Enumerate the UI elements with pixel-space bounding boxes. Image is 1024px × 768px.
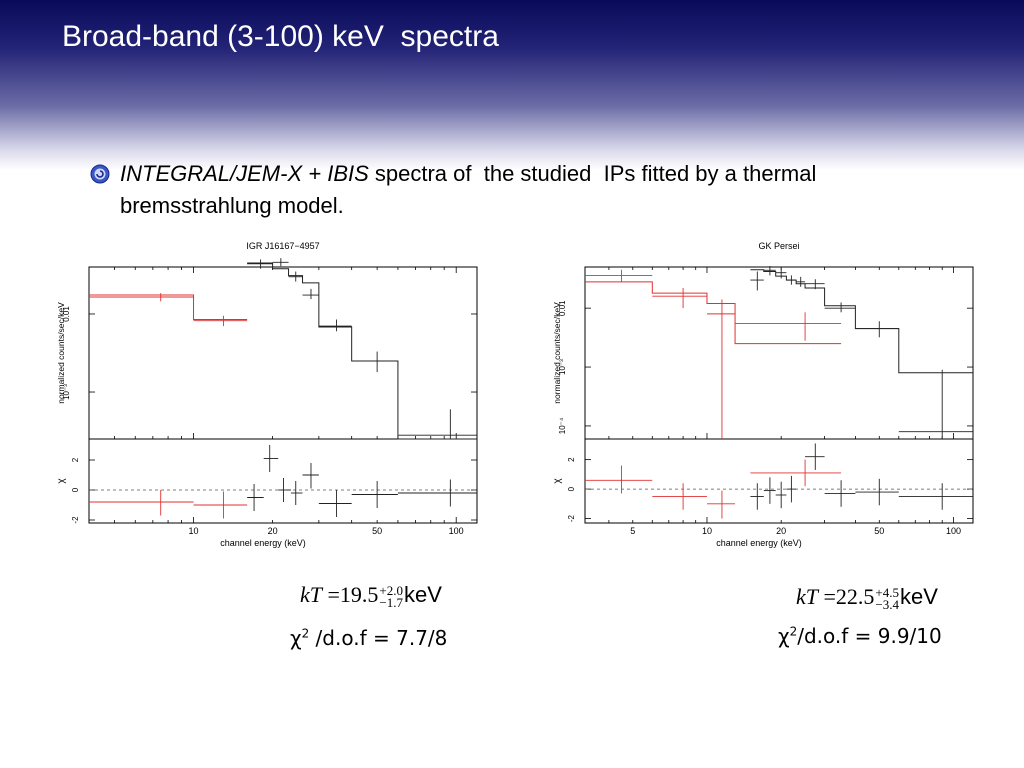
equals-sign: =	[327, 582, 340, 607]
top-plot-frame	[584, 266, 974, 440]
x-tick-label: 10	[702, 526, 712, 536]
kt-unit: keV	[900, 584, 938, 609]
y-tick-label: 10⁻³	[558, 359, 567, 375]
kt-value: 19.5	[339, 582, 379, 607]
residual-y-tick-label: 0	[71, 487, 80, 492]
model-step-line	[750, 269, 973, 374]
x-tick-label: 50	[372, 526, 382, 536]
chi-power: 2	[789, 624, 798, 639]
swirl-bullet-icon	[90, 164, 110, 184]
x-axis-label: channel energy (keV)	[716, 538, 802, 548]
chi2-left: χ2 /d.o.f = 7.7/8	[290, 626, 447, 650]
model-step-line	[247, 262, 477, 440]
residual-y-tick-label: -2	[567, 514, 576, 522]
kt-error-minus: −3.4	[875, 596, 900, 612]
equals-sign: =	[823, 584, 836, 609]
residual-y-tick-label: 2	[71, 457, 80, 462]
model-step-line	[585, 281, 842, 345]
fit-kt-right: kT =22.5 +4.5 −3.4 keV	[796, 584, 938, 611]
x-axis-label: channel energy (keV)	[220, 538, 306, 548]
kt-value: 22.5	[835, 584, 875, 609]
x-tick-label: 50	[874, 526, 884, 536]
bullet-item: INTEGRAL/JEM-X + IBIS spectra of the stu…	[90, 158, 970, 222]
x-tick-label: 20	[268, 526, 278, 536]
fit-kt-left: kT =19.5 +2.0 −1.7 keV	[300, 582, 442, 609]
x-tick-label: 20	[776, 526, 786, 536]
y-axis-label-top: normalized counts/sec/keV	[56, 302, 66, 404]
y-tick-label: 10⁻⁴	[558, 417, 567, 434]
chi-text: /d.o.f = 9.9/10	[797, 624, 942, 648]
spectrum-panel-left: IGR J16167−4957 10 20 50 100 channel energy (…	[52, 236, 484, 557]
bullet-italic-text: INTEGRAL/JEM-X + IBIS	[120, 161, 369, 186]
y-tick-label: 0.01	[558, 300, 567, 316]
chart-title: GK Persei	[758, 241, 799, 251]
chi2-right: χ2/d.o.f = 9.9/10	[778, 624, 942, 648]
x-tick-label: 100	[946, 526, 961, 536]
kt-error-plus: +4.5	[875, 584, 900, 600]
kt-errors: +4.5 −3.4	[875, 584, 900, 612]
kt-symbol: kT	[300, 582, 322, 607]
y-axis-label-bottom: χ	[552, 478, 563, 484]
slide-title: Broad-band (3-100) keV spectra	[62, 20, 499, 53]
kt-error-minus: −1.7	[379, 594, 404, 610]
residual-y-tick-label: 2	[567, 457, 576, 462]
spectrum-panel-right: GK Persei 5 10 20 50 100 channel energy (keV) 0…	[548, 236, 980, 557]
bullet-plain-text: spectra of the studied IPs fitted by a t…	[120, 161, 823, 218]
bullet-text: INTEGRAL/JEM-X + IBIS spectra of the stu…	[120, 158, 970, 222]
y-axis-label-top: normalized counts/sec/keV	[552, 302, 562, 404]
chi-symbol: χ	[290, 626, 302, 650]
residual-plot-frame	[584, 438, 974, 524]
top-plot-frame	[88, 266, 478, 440]
residual-y-tick-label: 0	[567, 486, 576, 491]
model-step-line	[89, 294, 248, 320]
kt-errors: +2.0 −1.7	[379, 582, 404, 610]
kt-error-plus: +2.0	[379, 582, 404, 598]
y-tick-label: 10⁻³	[62, 384, 71, 400]
residual-plot-frame	[88, 438, 478, 524]
chi-symbol: χ	[778, 624, 790, 648]
y-axis-label-bottom: χ	[56, 478, 67, 484]
x-tick-label: 5	[630, 526, 635, 536]
chi-text: /d.o.f = 7.7/8	[309, 626, 448, 650]
header-gradient	[0, 0, 1024, 170]
x-tick-label: 10	[189, 526, 199, 536]
x-tick-label: 100	[449, 526, 464, 536]
chi-power: 2	[301, 626, 310, 641]
kt-symbol: kT	[796, 584, 818, 609]
residual-y-tick-label: -2	[71, 516, 80, 524]
y-tick-label: 0.01	[62, 306, 71, 322]
chart-title: IGR J16167−4957	[246, 241, 319, 251]
kt-unit: keV	[404, 582, 442, 607]
